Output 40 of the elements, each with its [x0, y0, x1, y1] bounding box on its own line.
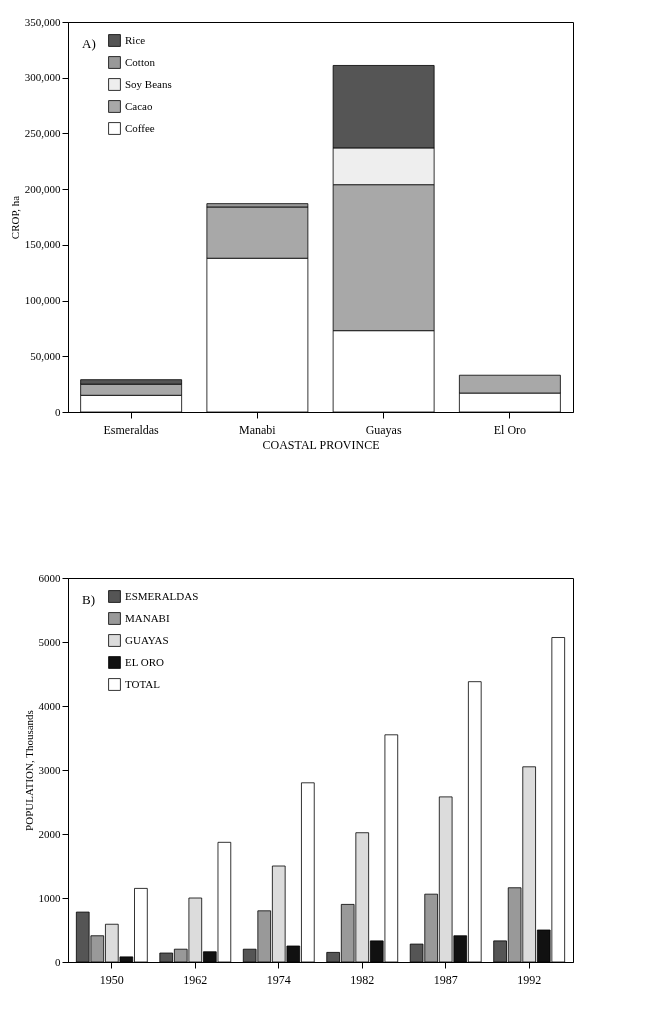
x-tick-label: 1974 — [266, 972, 291, 987]
x-tick-label: 1962 — [183, 972, 208, 987]
y-tick-label: 300,000 — [24, 71, 61, 84]
y-tick-label: 250,000 — [24, 126, 61, 139]
y-tick-label: 150,000 — [24, 238, 61, 251]
legend-label: GUAYAS — [125, 633, 169, 646]
y-tick-label: 0 — [55, 405, 61, 418]
annotation: B) — [82, 592, 95, 607]
y-axis-title: CROP, ha — [8, 195, 21, 240]
x-tick-label: 1982 — [350, 972, 375, 987]
x-axis-title: COASTAL PROVINCE — [262, 437, 380, 452]
y-tick-label: 3000 — [38, 763, 61, 776]
legend-label: Coffee — [125, 121, 155, 134]
y-tick-label: 350,000 — [24, 15, 61, 28]
x-tick-label: Guayas — [365, 422, 402, 437]
legend-label: Soy Beans — [125, 77, 172, 90]
y-tick-label: 50,000 — [30, 349, 61, 362]
legend-label: MANABI — [125, 611, 170, 624]
legend-label: EL ORO — [125, 655, 165, 668]
x-tick-label: 1992 — [517, 972, 542, 987]
x-tick-label: 1950 — [99, 972, 124, 987]
y-tick-label: 2000 — [38, 827, 61, 840]
legend-label: Rice — [125, 33, 146, 46]
annotation: A) — [82, 36, 96, 51]
y-tick-label: 100,000 — [24, 294, 61, 307]
y-tick-label: 200,000 — [24, 182, 61, 195]
y-axis-title: POPULATION, Thousands — [22, 710, 35, 831]
x-tick-label: Esmeraldas — [103, 422, 160, 437]
legend-label: ESMERALDAS — [125, 589, 199, 602]
y-tick-label: 1000 — [38, 891, 61, 904]
legend-label: TOTAL — [125, 677, 161, 690]
x-tick-label: El Oro — [493, 422, 527, 437]
legend-label: Cotton — [125, 55, 156, 68]
legend-label: Cacao — [125, 99, 153, 112]
x-tick-label: Manabi — [239, 422, 277, 437]
y-tick-label: 4000 — [38, 699, 61, 712]
x-tick-label: 1987 — [433, 972, 458, 987]
y-tick-label: 0 — [55, 955, 61, 968]
y-tick-label: 6000 — [38, 571, 61, 584]
y-tick-label: 5000 — [38, 635, 61, 648]
